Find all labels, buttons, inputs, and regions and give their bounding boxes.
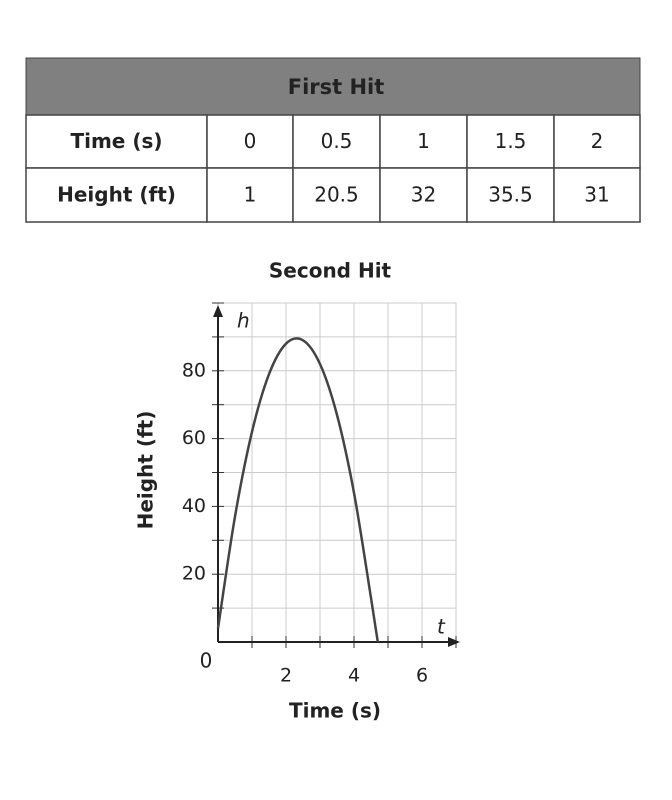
table-cell (206, 167, 294, 223)
x-axis-var: t (437, 615, 446, 639)
chart: 20 40 60 80 2 4 6 (182, 302, 460, 687)
table-cell (553, 167, 641, 223)
row-header: Time (s) (70, 129, 162, 153)
table-value: 1 (244, 183, 257, 207)
table-value: 2 (591, 129, 604, 153)
y-axis-arrow (213, 305, 223, 317)
table-body: Time (s) 0 0.5 1 1.5 2 Height (ft) 1 20.5 32 35.5 3… (25, 114, 641, 223)
table-value: 32 (411, 183, 436, 207)
y-tick-label: 80 (182, 359, 206, 381)
table-cell (25, 167, 208, 223)
table-header (25, 57, 641, 116)
table-cell (292, 167, 381, 223)
table-value: 0.5 (321, 129, 353, 153)
x-tick-label: 2 (280, 665, 292, 687)
row-header: Height (ft) (57, 183, 176, 207)
table-cell (206, 114, 294, 169)
table-value: 35.5 (488, 183, 533, 207)
table-value: 1 (417, 129, 430, 153)
table-value: 20.5 (314, 183, 359, 207)
table-cell (25, 114, 208, 169)
y-axis-var: h (237, 309, 250, 333)
y-tick-label: 60 (182, 427, 206, 449)
table-cell (466, 167, 555, 223)
x-axis-label: Time (s) (289, 699, 381, 723)
table-title: First Hit (288, 75, 385, 99)
x-axis-arrow (448, 637, 460, 647)
origin-label: 0 (200, 649, 213, 673)
table-value: 1.5 (495, 129, 527, 153)
table-cell (553, 114, 641, 169)
x-tick-label: 6 (416, 665, 428, 687)
x-tick-label: 4 (348, 665, 360, 687)
table-value: 0 (244, 129, 257, 153)
table-value: 31 (584, 183, 609, 207)
y-tick-label: 40 (182, 495, 206, 517)
chart-title: Second Hit (269, 259, 392, 283)
table-cell (379, 167, 468, 223)
y-axis-label: Height (ft) (134, 411, 158, 530)
curve (216, 337, 380, 643)
y-tick-label: 20 (182, 563, 206, 585)
